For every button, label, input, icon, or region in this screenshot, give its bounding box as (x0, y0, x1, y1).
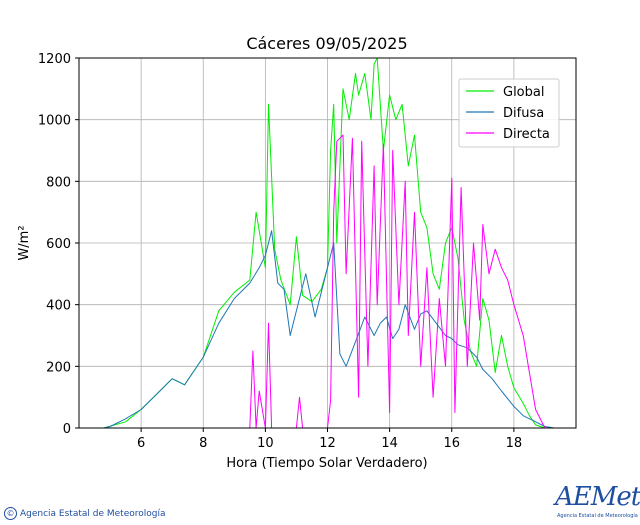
x-tick-label: 18 (506, 436, 523, 451)
x-tick-label: 6 (137, 436, 145, 451)
x-tick-label: 12 (319, 436, 336, 451)
y-tick-label: 400 (46, 299, 71, 314)
chart-title: Cáceres 09/05/2025 (246, 34, 407, 53)
x-tick-label: 8 (199, 436, 207, 451)
series-line-global (103, 57, 576, 429)
y-tick-label: 200 (46, 360, 71, 375)
legend-box (458, 78, 560, 148)
x-tick-label: 16 (443, 436, 460, 451)
x-axis-label: Hora (Tiempo Solar Verdadero) (226, 456, 427, 471)
y-axis-label: W/m² (17, 225, 32, 260)
footer-agency: Agencia Estatal de Meteorología (20, 508, 166, 519)
legend-label-difusa: Difusa (503, 106, 544, 121)
legend: Global Difusa Directa (458, 78, 560, 148)
y-tick-label: 0 (63, 422, 71, 437)
y-tick-label: 800 (46, 175, 71, 190)
aemet-logo: AEMet Agencia Estatal de Meteorología (555, 482, 640, 524)
copyright-icon: © (4, 507, 17, 520)
ticks: 6 8 10 12 14 16 18 0 200 400 600 800 1000 1200 (38, 52, 522, 451)
logo-tagline: Agencia Estatal de Meteorología (557, 513, 638, 519)
logo-brand: AEMet (555, 482, 640, 512)
legend-label-directa: Directa (503, 127, 550, 142)
x-tick-label: 10 (257, 436, 274, 451)
legend-label-global: Global (503, 85, 544, 100)
y-tick-label: 1000 (38, 114, 71, 129)
y-tick-label: 1200 (38, 52, 71, 67)
series-line-difusa (103, 230, 576, 429)
footer-credit: © Agencia Estatal de Meteorología (4, 507, 166, 520)
y-tick-label: 600 (46, 237, 71, 252)
x-tick-label: 14 (381, 436, 398, 451)
